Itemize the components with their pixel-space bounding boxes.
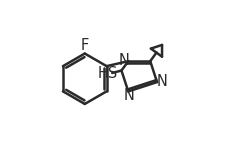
Text: N: N xyxy=(119,53,130,68)
Text: F: F xyxy=(81,38,89,53)
Text: HS: HS xyxy=(97,66,117,81)
Text: N: N xyxy=(156,74,167,89)
Text: N: N xyxy=(124,88,135,103)
